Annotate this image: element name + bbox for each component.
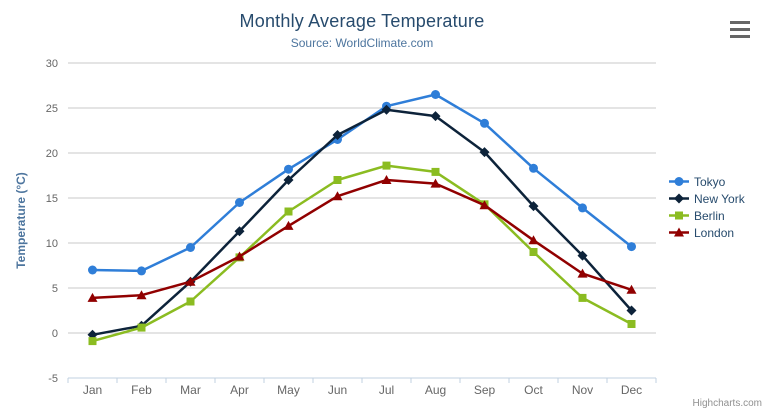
legend: Tokyo New York Berlin London <box>669 173 745 241</box>
data-point-london[interactable] <box>283 220 294 230</box>
series-line-london <box>91 178 633 300</box>
x-axis-tick-label: Jun <box>328 383 347 397</box>
data-point-tokyo[interactable] <box>137 266 146 276</box>
data-point-tokyo[interactable] <box>431 90 440 99</box>
hamburger-icon <box>730 34 750 38</box>
legend-label: New York <box>694 191 745 206</box>
y-axis-title: Temperature (°C) <box>14 172 28 269</box>
data-point-new-york[interactable] <box>430 111 441 122</box>
hamburger-icon <box>730 20 750 24</box>
data-point-berlin[interactable] <box>529 248 538 256</box>
legend-marker-symbol <box>675 211 683 220</box>
x-axis-tick-label: Mar <box>180 383 201 397</box>
hamburger-icon <box>730 27 750 31</box>
series-tokyo <box>88 90 636 276</box>
y-axis-tick-label: 15 <box>46 193 58 205</box>
data-point-berlin[interactable] <box>137 323 146 332</box>
new-york-legend-marker-icon <box>669 193 689 204</box>
x-axis-tick-label: Jan <box>83 383 102 397</box>
y-axis-tick-label: 10 <box>46 238 58 250</box>
x-axis-tick-label: Sep <box>474 383 496 397</box>
x-axis-tick-label: Jul <box>379 383 394 397</box>
y-axis-tick-label: -5 <box>48 373 58 385</box>
data-point-berlin[interactable] <box>431 167 440 176</box>
legend-label: London <box>694 225 735 240</box>
data-point-berlin[interactable] <box>333 176 342 184</box>
data-point-london[interactable] <box>185 276 196 286</box>
y-axis-tick-label: 30 <box>46 58 58 70</box>
data-point-london[interactable] <box>577 268 588 278</box>
data-point-new-york[interactable] <box>528 201 539 212</box>
data-point-new-york[interactable] <box>332 130 343 140</box>
data-point-tokyo[interactable] <box>578 203 587 213</box>
data-point-tokyo[interactable] <box>284 164 293 174</box>
data-point-tokyo[interactable] <box>480 118 489 128</box>
data-point-berlin[interactable] <box>382 161 391 170</box>
legend-marker-symbol <box>674 177 684 186</box>
x-axis-tick-label: Nov <box>572 383 593 397</box>
data-point-london[interactable] <box>332 191 343 201</box>
data-point-berlin[interactable] <box>186 297 195 306</box>
legend-item-new-york[interactable]: New York <box>669 190 745 207</box>
x-axis-tick-label: Oct <box>524 383 543 397</box>
data-point-new-york[interactable] <box>479 147 490 158</box>
data-point-tokyo[interactable] <box>88 265 97 275</box>
data-point-tokyo[interactable] <box>627 242 636 252</box>
data-point-london[interactable] <box>136 290 147 300</box>
y-axis-tick-label: 5 <box>52 283 58 295</box>
legend-marker-symbol <box>674 227 684 237</box>
data-point-new-york[interactable] <box>381 104 392 115</box>
data-point-berlin[interactable] <box>284 207 293 216</box>
chart-title: Monthly Average Temperature <box>239 11 485 31</box>
data-point-new-york[interactable] <box>626 305 637 316</box>
series-new-york <box>87 104 637 340</box>
series-line-new-york <box>91 108 633 337</box>
credits-link[interactable]: Highcharts.com <box>692 398 762 409</box>
x-axis-tick-label: May <box>277 383 300 397</box>
series-line-tokyo <box>91 93 633 273</box>
data-point-tokyo[interactable] <box>186 243 195 252</box>
data-point-london[interactable] <box>430 178 441 188</box>
y-axis-tick-label: 25 <box>46 103 58 115</box>
data-point-new-york[interactable] <box>283 175 294 185</box>
x-axis-tick-label: Aug <box>425 383 446 397</box>
legend-marker-symbol <box>674 193 684 204</box>
chart-context-menu-button[interactable] <box>724 15 756 43</box>
x-axis-tick-label: Apr <box>230 383 249 397</box>
data-point-new-york[interactable] <box>234 226 245 237</box>
data-point-tokyo[interactable] <box>235 198 244 207</box>
berlin-legend-marker-icon <box>669 211 689 220</box>
data-point-tokyo[interactable] <box>529 163 538 173</box>
data-point-london[interactable] <box>626 284 637 294</box>
data-point-london[interactable] <box>479 200 490 210</box>
data-point-berlin[interactable] <box>627 320 636 328</box>
series-line-berlin <box>91 164 633 343</box>
x-axis-tick-label: Feb <box>131 383 152 397</box>
chart-subtitle: Source: WorldClimate.com <box>290 36 434 50</box>
x-axis-tick-label: Dec <box>621 383 642 397</box>
data-point-london[interactable] <box>381 175 392 184</box>
data-point-new-york[interactable] <box>577 250 588 261</box>
london-legend-marker-icon <box>669 227 689 237</box>
series-london <box>87 175 637 302</box>
data-point-berlin[interactable] <box>578 293 587 302</box>
y-axis-tick-label: 0 <box>52 328 58 340</box>
legend-label: Tokyo <box>694 174 726 189</box>
legend-item-london[interactable]: London <box>669 224 745 241</box>
tokyo-legend-marker-icon <box>669 177 689 186</box>
data-point-berlin[interactable] <box>88 337 97 346</box>
data-point-london[interactable] <box>234 251 245 261</box>
legend-label: Berlin <box>694 208 725 223</box>
y-axis-tick-label: 20 <box>46 148 58 160</box>
data-point-london[interactable] <box>528 235 539 245</box>
legend-item-tokyo[interactable]: Tokyo <box>669 173 745 190</box>
legend-item-berlin[interactable]: Berlin <box>669 207 745 224</box>
data-point-london[interactable] <box>87 292 98 302</box>
